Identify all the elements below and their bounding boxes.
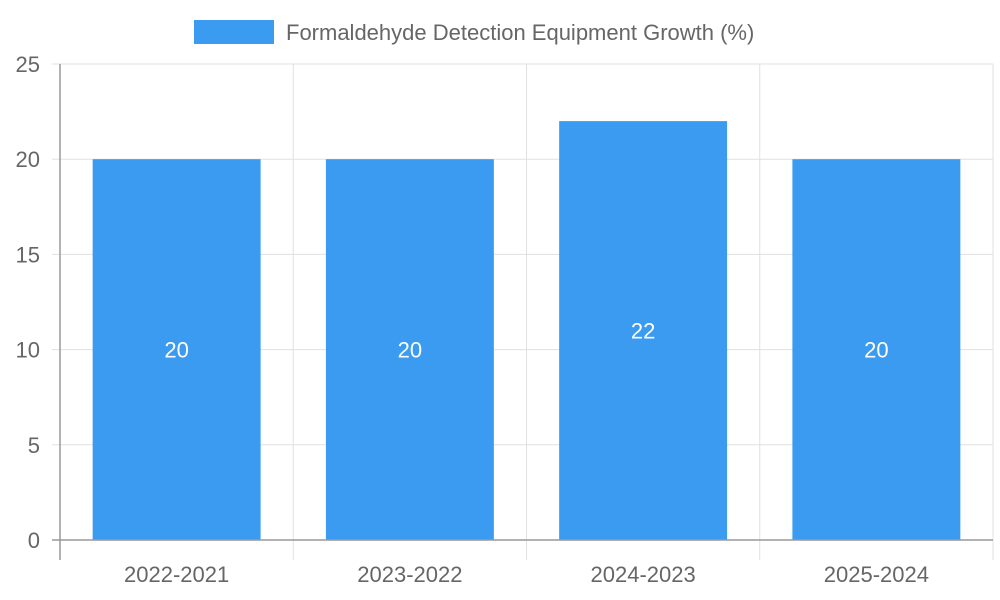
labels-layer: 0 5 10 15 20 25 20 2022-2021 20 2023-2022 22 2024-2…	[16, 52, 929, 587]
x-tick-label: 2022-2021	[124, 562, 229, 587]
bar-2022-2021[interactable]	[92, 159, 261, 540]
legend-swatch[interactable]	[194, 20, 274, 44]
bar-2025-2024[interactable]	[792, 159, 961, 540]
x-tick-label: 2025-2024	[824, 562, 929, 587]
y-tick-label: 5	[28, 433, 40, 458]
legend[interactable]: Formaldehyde Detection Equipment Growth …	[194, 20, 754, 45]
bar-value-label: 20	[164, 338, 188, 363]
y-tick-label: 10	[16, 338, 40, 363]
y-tick-label: 20	[16, 147, 40, 172]
legend-label[interactable]: Formaldehyde Detection Equipment Growth …	[286, 20, 754, 45]
y-tick-label: 15	[16, 242, 40, 267]
bar-value-label: 20	[864, 338, 888, 363]
bar-value-label: 20	[398, 338, 422, 363]
axes-layer	[52, 63, 994, 560]
x-tick-label: 2024-2023	[591, 562, 696, 587]
bars-layer	[92, 121, 961, 541]
x-tick-label: 2023-2022	[357, 562, 462, 587]
y-tick-label: 25	[16, 52, 40, 77]
bar-2023-2022[interactable]	[325, 159, 494, 540]
bar-value-label: 22	[631, 319, 655, 344]
y-tick-label: 0	[28, 528, 40, 553]
bar-2024-2023[interactable]	[559, 121, 728, 541]
